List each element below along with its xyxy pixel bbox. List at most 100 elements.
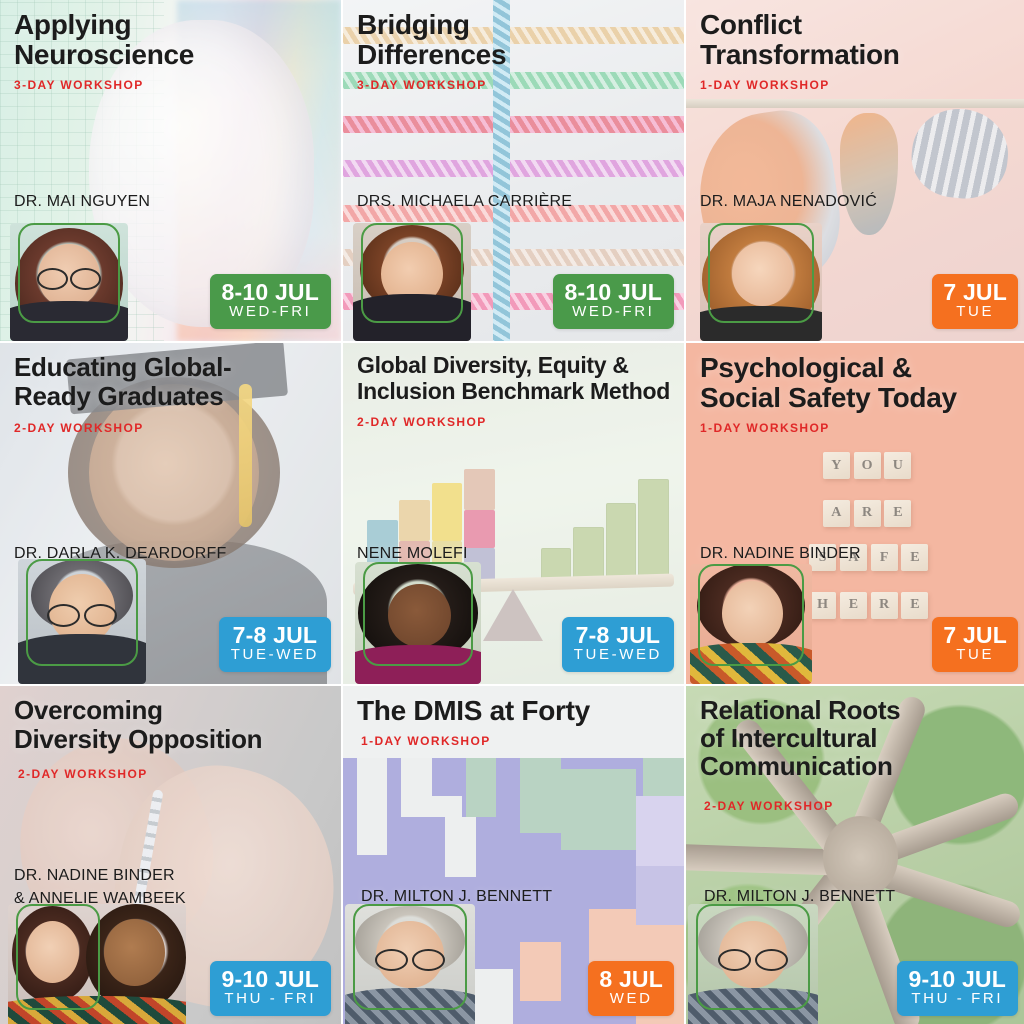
card-workshop-label: 2-DAY WORKSHOP <box>18 767 148 781</box>
headshot-frame <box>363 562 473 666</box>
scrabble-tile: A <box>839 544 867 572</box>
headshot-frame <box>696 904 810 1010</box>
scrabble-tile: E <box>901 591 929 619</box>
scrabble-tile: Y <box>822 452 850 480</box>
card-workshop-label: 3-DAY WORKSHOP <box>14 78 144 92</box>
glasses-icon <box>374 948 446 971</box>
headshot-frame <box>16 904 100 1010</box>
scrabble-tile: R <box>853 499 881 527</box>
badge-date: 7 JUL <box>943 278 1007 305</box>
card-title: Global Diversity, Equity & Inclusion Ben… <box>357 352 670 404</box>
workshop-card-educating-global-ready-graduates[interactable]: Educating Global- Ready Graduates 2-DAY … <box>0 343 341 684</box>
headshot-frame <box>698 564 804 666</box>
card-speaker-name: DR. DARLA K. DEARDORFF <box>14 545 227 562</box>
badge-date: 7-8 JUL <box>232 621 318 648</box>
card-speaker-name: DR. MAI NGUYEN <box>14 193 151 210</box>
workshop-card-global-dei-benchmark-method[interactable]: Global Diversity, Equity & Inclusion Ben… <box>343 343 684 684</box>
card-workshop-label: 1-DAY WORKSHOP <box>700 78 830 92</box>
scrabble-tile: A <box>822 499 850 527</box>
card-workshop-label: 2-DAY WORKSHOP <box>357 415 487 429</box>
speaker-headshot <box>690 554 812 684</box>
card-title: Overcoming Diversity Opposition <box>14 695 263 755</box>
workshop-card-overcoming-diversity-opposition[interactable]: Overcoming Diversity Opposition 2-DAY WO… <box>0 686 341 1024</box>
card-title: Relational Roots of Intercultural Commun… <box>700 695 901 782</box>
card-workshop-label: 1-DAY WORKSHOP <box>361 734 491 748</box>
card-artwork-scrabble-tiles: Y O U A R E S A F E H E R E <box>686 343 1024 684</box>
card-title: Applying Neuroscience <box>14 9 195 71</box>
workshop-card-psychological-social-safety-today[interactable]: Y O U A R E S A F E H E R E Psychologica… <box>686 343 1024 684</box>
badge-date: 8-10 JUL <box>564 278 662 305</box>
card-speaker-name: DR. MILTON J. BENNETT <box>361 888 553 905</box>
card-speaker-name: DRS. MICHAELA CARRIÈRE <box>357 193 573 210</box>
badge-date: 9-10 JUL <box>908 965 1006 992</box>
scrabble-tile: S <box>809 544 837 572</box>
speaker-headshot <box>688 894 818 1024</box>
scrabble-tile: H <box>809 591 837 619</box>
speaker-headshot <box>353 213 471 341</box>
workshop-card-bridging-differences[interactable]: Bridging Differences 3-DAY WORKSHOP DRS.… <box>343 0 684 341</box>
badge-days: WED-FRI <box>229 303 312 321</box>
speaker-headshot <box>10 213 128 341</box>
card-workshop-label: 3-DAY WORKSHOP <box>357 78 487 92</box>
card-speaker-name: DR. NADINE BINDER <box>700 545 861 562</box>
card-title: Conflict Transformation <box>700 9 900 71</box>
workshop-card-the-dmis-at-forty[interactable]: The DMIS at Forty 1-DAY WORKSHOP DR. MIL… <box>343 686 684 1024</box>
glasses-icon <box>37 267 101 290</box>
date-badge[interactable]: 8 JUL WED <box>588 960 674 1016</box>
workshop-card-conflict-transformation[interactable]: Conflict Transformation 1-DAY WORKSHOP D… <box>686 0 1024 341</box>
card-workshop-label: 2-DAY WORKSHOP <box>704 799 834 813</box>
headshot-frame <box>361 223 463 323</box>
scrabble-tile: R <box>870 591 898 619</box>
badge-days: TUE-WED <box>573 646 662 664</box>
badge-days: TUE-WED <box>230 646 319 664</box>
badge-date: 7-8 JUL <box>575 621 661 648</box>
date-badge[interactable]: 7 JUL TUE <box>932 616 1018 672</box>
badge-date: 9-10 JUL <box>221 965 319 992</box>
badge-days: WED-FRI <box>572 303 655 321</box>
workshop-card-applying-neuroscience[interactable]: Applying Neuroscience 3-DAY WORKSHOP DR.… <box>0 0 341 341</box>
scrabble-tile: O <box>853 452 881 480</box>
badge-days: TUE <box>956 646 995 664</box>
card-workshop-label: 2-DAY WORKSHOP <box>14 421 144 435</box>
headshot-frame <box>353 904 467 1010</box>
headshot-frame <box>18 223 120 323</box>
scrabble-tile: E <box>901 544 929 572</box>
speaker-headshot <box>700 213 822 341</box>
date-badge[interactable]: 9-10 JUL THU - FRI <box>896 960 1018 1016</box>
workshop-card-relational-roots-of-intercultural-communication[interactable]: Relational Roots of Intercultural Commun… <box>686 686 1024 1024</box>
date-badge[interactable]: 9-10 JUL THU - FRI <box>209 960 331 1016</box>
card-speaker-name: DR. MAJA NENADOVIĆ <box>700 193 877 210</box>
date-badge[interactable]: 7-8 JUL TUE-WED <box>561 616 674 672</box>
headshot-frame <box>708 223 814 323</box>
badge-days: TUE <box>956 303 995 321</box>
scrabble-tile: U <box>884 452 912 480</box>
badge-date: 8 JUL <box>599 965 663 992</box>
card-speaker-name: NENE MOLEFI <box>357 545 468 562</box>
scrabble-tile: F <box>870 544 898 572</box>
date-badge[interactable]: 7 JUL TUE <box>932 273 1018 329</box>
speaker-headshot <box>18 549 146 684</box>
date-badge[interactable]: 7-8 JUL TUE-WED <box>218 616 331 672</box>
speaker-headshot <box>355 552 481 684</box>
card-artwork-butterfly-metamorphosis <box>686 0 1024 341</box>
glasses-icon <box>717 948 789 971</box>
headshot-frame <box>26 559 138 666</box>
speaker-headshot <box>8 894 186 1024</box>
card-workshop-label: 1-DAY WORKSHOP <box>700 421 830 435</box>
card-speaker-name: DR. MILTON J. BENNETT <box>704 888 896 905</box>
date-badge[interactable]: 8-10 JUL WED-FRI <box>209 273 331 329</box>
date-badge[interactable]: 8-10 JUL WED-FRI <box>552 273 674 329</box>
badge-date: 7 JUL <box>943 621 1007 648</box>
card-title: Bridging Differences <box>357 9 507 71</box>
card-title: Educating Global- Ready Graduates <box>14 352 232 412</box>
card-title: Psychological & Social Safety Today <box>700 352 957 414</box>
badge-days: WED <box>609 990 653 1008</box>
scrabble-tile: E <box>839 591 867 619</box>
card-speaker-name: DR. NADINE BINDER & ANNELIE WAMBEEK <box>14 867 186 908</box>
glasses-icon <box>47 604 117 627</box>
speaker-headshot <box>345 894 475 1024</box>
badge-days: THU - FRI <box>911 990 1004 1008</box>
badge-date: 8-10 JUL <box>221 278 319 305</box>
card-title: The DMIS at Forty <box>357 695 590 726</box>
